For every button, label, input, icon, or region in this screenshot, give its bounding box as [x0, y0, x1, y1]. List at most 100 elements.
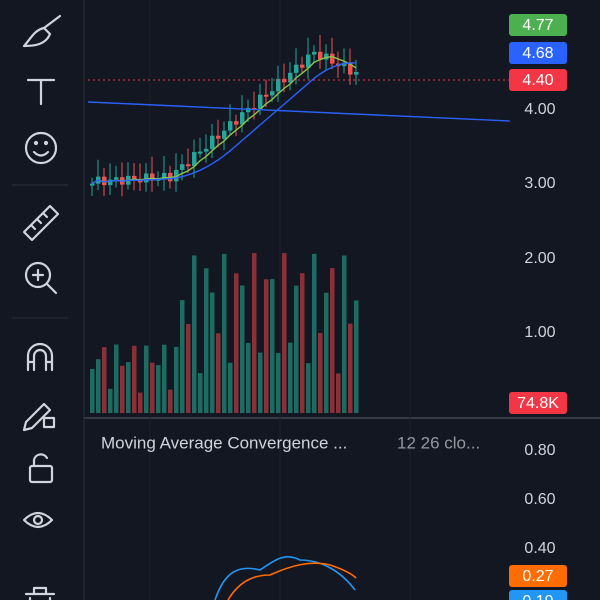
- volume-bar: [240, 285, 245, 413]
- volume-bar: [276, 352, 281, 413]
- text-tool[interactable]: [26, 78, 56, 106]
- candle-body: [312, 51, 317, 55]
- price-badge: [509, 14, 567, 36]
- indicator-title[interactable]: Moving Average Convergence ...: [101, 433, 347, 452]
- volume-bar: [330, 268, 335, 413]
- emoji-tool[interactable]: [24, 131, 58, 165]
- volume-bar: [300, 273, 305, 413]
- volume-bar: [246, 342, 251, 413]
- macd-line: [214, 555, 356, 600]
- chart: [87, 0, 511, 600]
- lock-drawings[interactable]: [22, 402, 56, 432]
- volume-bar: [312, 253, 317, 413]
- delete-tool[interactable]: [24, 586, 56, 600]
- volume-bar: [288, 342, 293, 413]
- candle-body: [216, 135, 221, 139]
- volume-bar: [258, 352, 263, 413]
- candle-body: [222, 130, 227, 139]
- indicator-badge-label: 0.27: [522, 568, 553, 585]
- volume-bar: [174, 346, 179, 413]
- volume-bar: [222, 253, 227, 413]
- volume-bar: [282, 253, 287, 413]
- volume-bar: [108, 388, 113, 413]
- candle-body: [288, 72, 293, 83]
- volume-bar: [348, 323, 353, 413]
- candle-body: [306, 54, 311, 68]
- magnet-tool[interactable]: [26, 342, 54, 372]
- volume-bar: [336, 373, 341, 413]
- candle-body: [150, 173, 155, 181]
- volume-bar: [180, 300, 185, 413]
- trend-line: [87, 101, 511, 122]
- volume-bar: [204, 268, 209, 413]
- toolbar: [12, 14, 68, 600]
- candle-body: [318, 51, 323, 60]
- volume-bar: [114, 344, 119, 413]
- price-tick: 3.00: [524, 175, 555, 192]
- indicator-tick: 0.60: [524, 491, 555, 508]
- volume-bar: [354, 300, 359, 413]
- candle-body: [204, 148, 209, 152]
- volume-bar: [234, 273, 239, 413]
- candle-body: [174, 169, 179, 182]
- candle-body: [354, 72, 359, 75]
- volume-bar: [264, 279, 269, 413]
- candle-body: [240, 112, 245, 125]
- moving-average: [91, 62, 357, 185]
- volume-bar: [342, 255, 347, 413]
- brush-tool[interactable]: [22, 14, 62, 48]
- candle-body: [294, 64, 299, 73]
- volume-bar: [138, 392, 143, 413]
- volume-bar: [126, 362, 131, 413]
- price-badge: [509, 69, 567, 91]
- lock-tool[interactable]: [28, 453, 54, 484]
- volume-bar: [324, 292, 329, 413]
- moving-average: [91, 55, 357, 185]
- candle-body: [282, 78, 287, 83]
- candle-body: [264, 94, 269, 97]
- indicator-badge: [509, 565, 567, 587]
- volume-bar: [186, 323, 191, 413]
- volume-bar: [144, 345, 149, 413]
- signal-line: [227, 562, 357, 600]
- volume-bar: [90, 369, 95, 413]
- candle-body: [186, 164, 191, 167]
- ruler-tool[interactable]: [22, 204, 60, 242]
- price-badge-label: 4.77: [522, 17, 553, 34]
- volume-bar: [192, 255, 197, 413]
- candle-body: [270, 91, 275, 96]
- indicator-tick: 0.40: [524, 540, 555, 557]
- price-badge-label: 4.68: [522, 45, 553, 62]
- candle-body: [192, 152, 197, 167]
- candle-body: [234, 121, 239, 125]
- candle-body: [198, 151, 203, 154]
- candle-body: [90, 183, 95, 186]
- candle-body: [180, 164, 185, 170]
- candle-body: [108, 179, 113, 186]
- visibility-tool[interactable]: [22, 511, 54, 529]
- volume-bar: [216, 333, 221, 413]
- candle-body: [324, 53, 329, 60]
- candle-body: [210, 135, 215, 149]
- price-tick: 1.00: [524, 324, 555, 341]
- volume-bar: [252, 253, 257, 413]
- volume-bar: [294, 285, 299, 413]
- volume-bar: [198, 373, 203, 413]
- candle-body: [114, 177, 119, 180]
- volume-bar: [132, 345, 137, 413]
- candle-body: [330, 53, 335, 64]
- volume-bar: [306, 363, 311, 413]
- candle-body: [258, 94, 263, 109]
- volume-bar: [96, 359, 101, 413]
- volume-bar: [162, 344, 167, 413]
- volume-bar: [228, 362, 233, 413]
- candle-body: [276, 78, 281, 92]
- candle-body: [102, 176, 107, 186]
- volume-bar: [270, 279, 275, 413]
- candle-body: [132, 175, 137, 179]
- zoom-tool[interactable]: [24, 261, 58, 295]
- volume-badge: [509, 392, 567, 414]
- volume-bar: [120, 365, 125, 413]
- volume-bar: [150, 362, 155, 413]
